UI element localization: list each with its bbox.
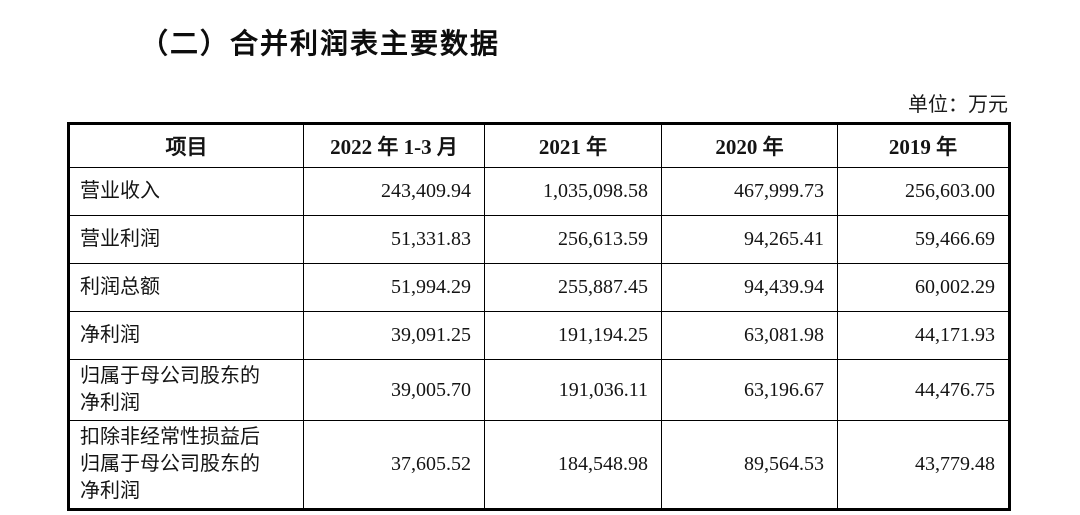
value-cell: 63,196.67 <box>661 359 838 421</box>
column-header: 项目 <box>68 123 304 168</box>
value-cell: 43,779.48 <box>837 420 1010 510</box>
value-cell: 37,605.52 <box>303 420 485 510</box>
column-header: 2019 年 <box>837 123 1010 168</box>
value-cell: 44,476.75 <box>837 359 1010 421</box>
value-cell: 191,036.11 <box>484 359 662 421</box>
value-cell: 89,564.53 <box>661 420 838 510</box>
item-cell: 利润总额 <box>68 263 304 312</box>
value-cell: 256,603.00 <box>837 167 1010 216</box>
column-header: 2021 年 <box>484 123 662 168</box>
value-cell: 243,409.94 <box>303 167 485 216</box>
table-row: 归属于母公司股东的 净利润 39,005.70 191,036.11 63,196.6… <box>68 359 1010 421</box>
table-row: 扣除非经常性损益后 归属于母公司股东的 净利润 37,605.52 184,548.… <box>68 420 1010 510</box>
value-cell: 63,081.98 <box>661 311 838 360</box>
table-row: 营业利润 51,331.83 256,613.59 94,265.41 59,466.6… <box>68 215 1010 264</box>
value-cell: 51,331.83 <box>303 215 485 264</box>
column-header: 2020 年 <box>661 123 838 168</box>
value-cell: 94,439.94 <box>661 263 838 312</box>
item-cell: 营业收入 <box>68 167 304 216</box>
table-header-row: 项目 2022 年 1-3 月 2021 年 2020 年 2019 年 <box>68 123 1010 168</box>
unit-label: 单位：万元 <box>908 94 1008 116</box>
value-cell: 59,466.69 <box>837 215 1010 264</box>
value-cell: 39,091.25 <box>303 311 485 360</box>
value-cell: 39,005.70 <box>303 359 485 421</box>
value-cell: 255,887.45 <box>484 263 662 312</box>
value-cell: 94,265.41 <box>661 215 838 264</box>
income-statement-table: 项目 2022 年 1-3 月 2021 年 2020 年 2019 年 营业收入 243… <box>67 122 1011 511</box>
item-cell: 归属于母公司股东的 净利润 <box>68 359 304 421</box>
item-cell: 净利润 <box>68 311 304 360</box>
table-row: 利润总额 51,994.29 255,887.45 94,439.94 60,002.2… <box>68 263 1010 312</box>
column-header: 2022 年 1-3 月 <box>303 123 485 168</box>
value-cell: 1,035,098.58 <box>484 167 662 216</box>
value-cell: 256,613.59 <box>484 215 662 264</box>
value-cell: 191,194.25 <box>484 311 662 360</box>
table-body: 营业收入 243,409.94 1,035,098.58 467,999.73 256,… <box>68 167 1010 510</box>
item-cell: 扣除非经常性损益后 归属于母公司股东的 净利润 <box>68 420 304 510</box>
value-cell: 60,002.29 <box>837 263 1010 312</box>
table-row: 营业收入 243,409.94 1,035,098.58 467,999.73 256,… <box>68 167 1010 216</box>
value-cell: 44,171.93 <box>837 311 1010 360</box>
value-cell: 184,548.98 <box>484 420 662 510</box>
section-title: （二）合并利润表主要数据 <box>140 29 501 60</box>
item-cell: 营业利润 <box>68 215 304 264</box>
table-row: 净利润 39,091.25 191,194.25 63,081.98 44,171.93 <box>68 311 1010 360</box>
value-cell: 467,999.73 <box>661 167 838 216</box>
value-cell: 51,994.29 <box>303 263 485 312</box>
